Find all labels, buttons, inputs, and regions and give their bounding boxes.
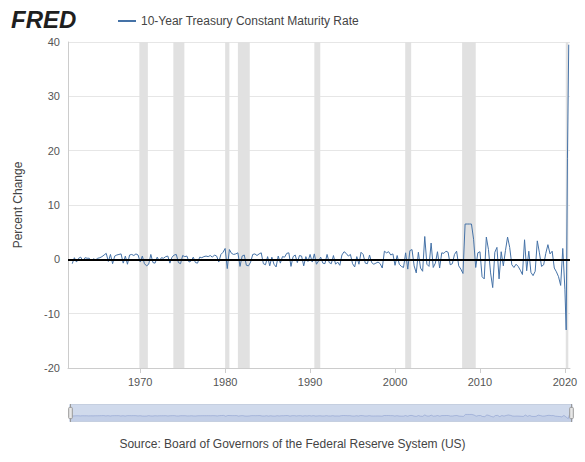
svg-text:2000: 2000 [383,376,407,388]
svg-text:-10: -10 [44,308,60,320]
svg-text:40: 40 [48,36,60,48]
svg-text:1990: 1990 [298,376,322,388]
svg-text:2020: 2020 [553,376,577,388]
svg-text:2010: 2010 [468,376,492,388]
svg-text:30: 30 [48,90,60,102]
svg-text:Percent Change: Percent Change [11,161,25,248]
svg-text:0: 0 [54,253,60,265]
svg-text:10: 10 [48,199,60,211]
svg-text:-20: -20 [44,362,60,374]
svg-text:FRED: FRED [11,6,76,33]
svg-text:10-Year Treasury Constant Matu: 10-Year Treasury Constant Maturity Rate [141,14,359,28]
svg-text:Source: Board of Governors of: Source: Board of Governors of the Federa… [119,437,465,451]
svg-text:20: 20 [48,145,60,157]
svg-text:1970: 1970 [128,376,152,388]
svg-text:1980: 1980 [213,376,237,388]
